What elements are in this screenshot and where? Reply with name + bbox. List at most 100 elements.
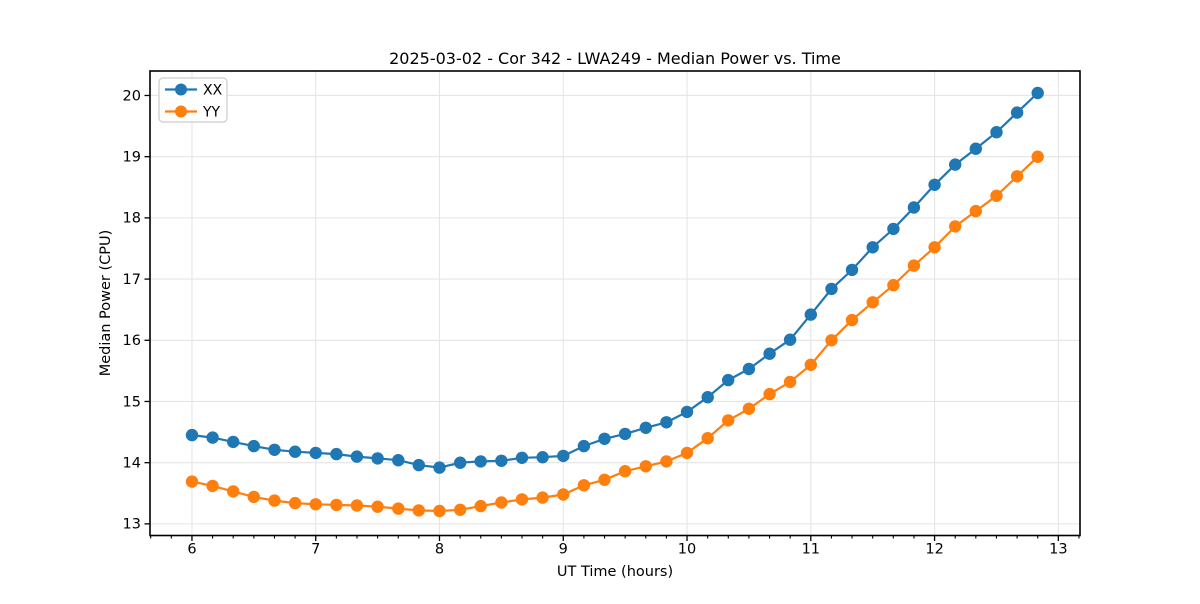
data-point [185, 475, 199, 488]
y-tick-label: 17 [123, 272, 141, 288]
data-point [495, 454, 508, 467]
data-point [845, 313, 859, 327]
data-point [990, 126, 1003, 139]
data-point [680, 405, 694, 419]
data-point [371, 452, 384, 465]
data-point [412, 458, 425, 472]
data-point [598, 473, 611, 486]
series-layer [185, 86, 1044, 518]
data-point [392, 502, 405, 515]
data-point [598, 432, 611, 445]
data-point [907, 259, 921, 272]
data-point [783, 333, 797, 346]
data-point [433, 504, 446, 518]
x-tick-label: 13 [1049, 542, 1067, 558]
data-point [804, 358, 817, 371]
data-point [866, 241, 879, 254]
data-point [474, 499, 487, 513]
data-point [618, 465, 632, 478]
x-axis-label: UT Time (hours) [557, 564, 673, 580]
data-point [969, 142, 982, 155]
data-point [1010, 106, 1024, 119]
legend-label: YY [202, 105, 221, 121]
legend: XX YY [158, 77, 228, 123]
y-tick-label: 15 [123, 394, 141, 410]
chart-title: 2025-03-02 - Cor 342 - LWA249 - Median P… [389, 49, 841, 68]
legend-label: XX [203, 83, 223, 99]
data-point [1010, 170, 1024, 183]
series-XX-line [191, 92, 1039, 469]
data-point [330, 498, 343, 512]
y-tick-label: 20 [123, 88, 141, 104]
x-tick-label: 8 [435, 542, 444, 558]
data-point [515, 493, 529, 506]
data-point [268, 494, 281, 507]
data-point [309, 446, 322, 460]
y-axis-label: Median Power (CPU) [98, 230, 114, 377]
data-point [660, 455, 673, 468]
data-point [577, 479, 591, 492]
data-point [722, 414, 735, 427]
data-point [804, 308, 817, 321]
data-point [949, 220, 962, 233]
data-point [680, 446, 694, 460]
data-point [288, 496, 302, 510]
data-point [722, 373, 735, 387]
data-point [577, 439, 591, 453]
data-point [247, 439, 260, 453]
data-point [845, 263, 859, 277]
data-point [185, 428, 199, 442]
data-point [887, 222, 900, 236]
data-point [247, 490, 260, 504]
data-point [907, 201, 921, 214]
data-point [536, 451, 549, 464]
x-tick-label: 10 [678, 542, 696, 558]
data-point [206, 431, 219, 444]
y-tick-label: 19 [123, 149, 141, 165]
data-point [949, 158, 962, 171]
data-point [309, 498, 322, 511]
data-point [227, 435, 240, 449]
data-point [1031, 86, 1044, 100]
legend-marker-icon [175, 105, 187, 118]
data-point [866, 296, 879, 309]
data-point [928, 178, 941, 191]
data-point [454, 503, 467, 516]
data-point [783, 375, 797, 389]
x-tick-label: 7 [311, 542, 320, 558]
data-point [474, 455, 487, 468]
data-point [969, 204, 982, 218]
data-point [454, 456, 467, 469]
data-point [742, 402, 756, 415]
legend-marker-icon [175, 83, 187, 96]
data-point [392, 454, 405, 467]
gridlines [150, 71, 1080, 536]
x-tick-label: 9 [559, 542, 568, 558]
data-point [1031, 150, 1044, 163]
data-point [639, 460, 652, 473]
data-point [742, 362, 756, 376]
data-point [887, 279, 900, 292]
data-point [763, 347, 776, 360]
series-YY-markers [185, 150, 1044, 518]
data-point [330, 447, 343, 461]
x-tick-label: 11 [802, 542, 820, 558]
data-point [763, 387, 776, 401]
data-point [206, 479, 219, 493]
data-point [350, 450, 364, 463]
data-point [371, 500, 384, 513]
data-point [536, 491, 549, 504]
data-point [350, 499, 364, 512]
data-point [639, 421, 652, 434]
plot-border [149, 70, 1081, 537]
data-point [825, 282, 838, 296]
data-point [990, 189, 1003, 202]
tick-labels: 6 7 8 9 10 11 12 13 13 14 15 16 17 18 19 20 [123, 88, 1068, 557]
data-point [495, 496, 508, 509]
data-point [412, 504, 425, 517]
data-point [660, 416, 673, 429]
axes [144, 70, 1081, 541]
x-tick-label: 12 [925, 542, 943, 558]
data-point [288, 445, 302, 458]
